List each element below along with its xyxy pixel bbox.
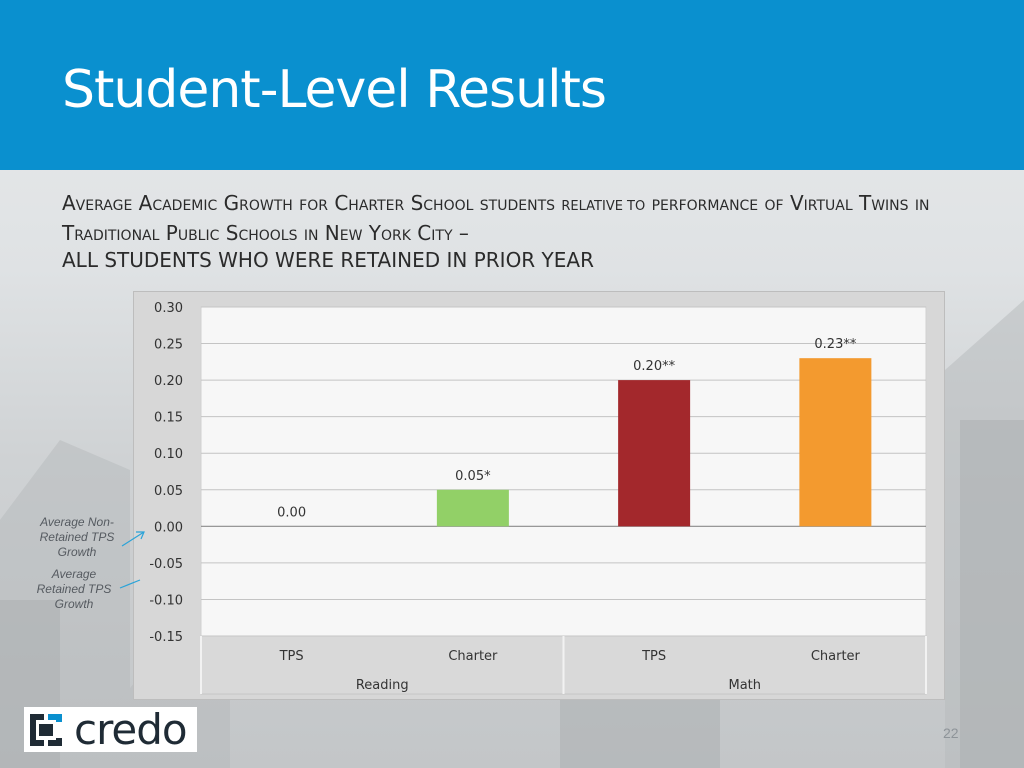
logo-text: credo xyxy=(74,704,188,754)
bar xyxy=(799,358,872,527)
subtitle-part: performance of Virtual Twins in Traditio… xyxy=(62,191,930,245)
label-average-non-retained-tps-growth: Average Non-Retained TPS Growth xyxy=(39,515,115,559)
x-tick-label: TPS xyxy=(641,649,666,664)
page-number: 22 xyxy=(943,725,959,741)
x-group-label: Reading xyxy=(356,678,409,693)
label-average-retained-tps-growth: Average Retained TPS Growth xyxy=(36,567,112,611)
subtitle-part: Average Academic Growth for Charter Scho… xyxy=(62,191,562,215)
x-group-label: Math xyxy=(728,678,761,693)
y-tick-label: -0.10 xyxy=(149,593,183,608)
x-tick-label: TPS xyxy=(279,649,304,664)
header-band: Student-Level Results xyxy=(0,0,1024,170)
credo-logo: credo xyxy=(24,707,197,752)
bar xyxy=(618,380,691,527)
data-label: 0.05* xyxy=(455,469,491,484)
subtitle-part: ALL STUDENTS WHO WERE RETAINED IN PRIOR … xyxy=(62,248,594,272)
page-title: Student-Level Results xyxy=(62,60,607,120)
y-tick-label: -0.15 xyxy=(149,630,183,645)
bar xyxy=(436,489,509,527)
y-tick-label: -0.05 xyxy=(149,557,183,572)
bar-chart: 0.30 0.25 0.20 0.15 0.10 0.05 0.00 -0.05 -0.10 -0… xyxy=(149,301,927,695)
data-label: 0.20** xyxy=(633,359,675,374)
y-tick-label: 0.00 xyxy=(154,520,183,535)
x-tick-label: Charter xyxy=(448,649,498,664)
y-tick-label: 0.20 xyxy=(154,374,183,389)
y-tick-label: 0.25 xyxy=(154,338,183,353)
subtitle-part: relative to xyxy=(561,199,646,214)
y-tick-label: 0.30 xyxy=(154,301,183,316)
data-label: 0.00 xyxy=(277,505,306,520)
y-tick-label: 0.15 xyxy=(154,411,183,426)
y-tick-label: 0.05 xyxy=(154,484,183,499)
y-tick-label: 0.10 xyxy=(154,447,183,462)
data-label: 0.23** xyxy=(814,337,856,352)
credo-bracket-logo-icon xyxy=(30,713,62,746)
x-tick-label: Charter xyxy=(811,649,861,664)
chart-subtitle: Average Academic Growth for Charter Scho… xyxy=(62,190,982,274)
